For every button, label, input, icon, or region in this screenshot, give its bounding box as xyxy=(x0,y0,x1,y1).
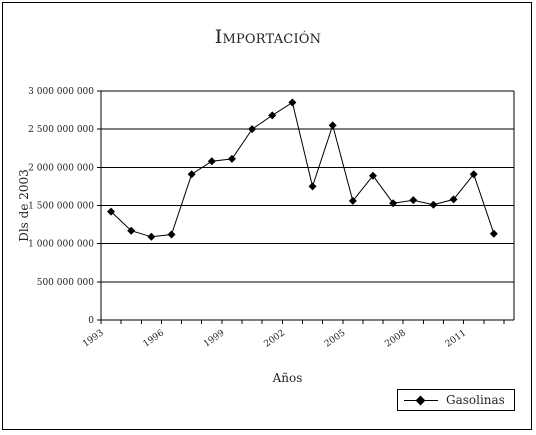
x-tick-label: 1999 xyxy=(202,328,227,349)
y-tick-label: 1 500 000 000 xyxy=(28,202,94,212)
data-point xyxy=(308,182,317,191)
series-line xyxy=(110,101,495,238)
data-point xyxy=(147,232,156,241)
data-point xyxy=(389,199,398,208)
data-point xyxy=(107,207,116,216)
data-point xyxy=(227,154,236,163)
y-tick-label: 500 000 000 xyxy=(37,278,95,288)
x-tick-label: 2008 xyxy=(383,328,408,349)
data-point xyxy=(469,170,478,179)
data-point xyxy=(187,170,196,179)
y-tick-label: 2 500 000 000 xyxy=(28,125,94,135)
y-tick-label: 3 000 000 000 xyxy=(28,87,94,97)
data-point xyxy=(328,121,337,130)
x-axis-label: Años xyxy=(272,371,303,385)
x-tick-label: 2011 xyxy=(444,328,468,349)
x-tick-label: 2002 xyxy=(263,328,287,349)
x-tick-label: 1993 xyxy=(81,328,106,349)
y-axis-label: Dls de 2003 xyxy=(17,169,31,242)
data-point xyxy=(288,98,297,107)
data-point xyxy=(429,200,438,209)
data-point xyxy=(368,171,377,180)
data-point xyxy=(248,125,257,134)
data-point xyxy=(409,196,418,205)
data-point xyxy=(127,226,136,235)
data-point xyxy=(489,229,498,238)
y-tick-label: 1 000 000 000 xyxy=(28,240,94,250)
data-point xyxy=(167,230,176,239)
data-point xyxy=(207,157,216,166)
chart-frame xyxy=(2,2,532,430)
legend: Gasolinas xyxy=(397,389,515,411)
legend-label-gasolinas: Gasolinas xyxy=(446,393,505,407)
chart-title: Importación xyxy=(214,26,322,48)
y-tick-label: 2 000 000 000 xyxy=(28,163,94,173)
y-tick-label: 0 xyxy=(88,316,94,326)
data-point xyxy=(449,195,458,204)
data-point xyxy=(268,111,277,120)
x-tick-label: 2005 xyxy=(323,328,348,349)
data-point xyxy=(348,196,357,205)
x-tick-label: 1996 xyxy=(142,328,167,349)
diamond-marker-icon xyxy=(415,395,426,406)
